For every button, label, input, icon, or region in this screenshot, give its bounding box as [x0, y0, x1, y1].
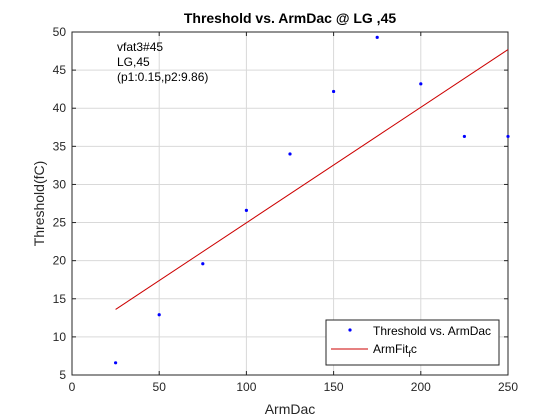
x-tick-label: 150: [324, 380, 344, 394]
plot-area: [72, 32, 508, 375]
y-tick-label: 40: [53, 101, 67, 115]
data-point: [288, 152, 292, 156]
data-point: [462, 134, 466, 139]
data-point: [506, 134, 510, 139]
annotation-line: vfat3#45: [117, 40, 163, 54]
chart-title: Threshold vs. ArmDac @ LG ,45: [184, 10, 397, 26]
annotation-box: vfat3#45 LG,45 (p1:0.15,p2:9.86): [117, 40, 208, 84]
y-tick-label: 50: [53, 25, 67, 39]
data-point: [201, 262, 205, 266]
data-point: [375, 35, 379, 39]
legend-marker-scatter: [348, 328, 352, 332]
y-axis-label: Threshold(fC): [31, 161, 47, 247]
y-tick-label: 25: [53, 216, 67, 230]
legend-label-main: ArmFit: [373, 342, 409, 356]
annotation-line: LG,45: [117, 55, 150, 69]
legend-box: [325, 319, 500, 366]
y-tick-label: 30: [53, 177, 67, 191]
legend-label-suffix: c: [411, 342, 417, 356]
y-tick-label: 45: [53, 63, 67, 77]
data-point: [332, 89, 336, 94]
x-tick-label: 200: [411, 380, 431, 394]
series: [114, 35, 510, 365]
data-point: [419, 82, 423, 86]
y-tick-label: 20: [53, 254, 67, 268]
axes-box: [71, 31, 509, 376]
y-tick-label: 15: [53, 292, 67, 306]
axes: 0 50 100 150 200 250 5 10 15 20 25 30 35 40 45 50: [53, 25, 519, 394]
y-tick-label: 5: [59, 368, 66, 382]
x-tick-label: 100: [236, 380, 256, 394]
y-tick-label: 35: [53, 139, 67, 153]
data-point: [157, 313, 161, 317]
x-tick-label: 50: [153, 380, 167, 394]
legend-label-subscript: f: [408, 349, 411, 359]
annotation-line: (p1:0.15,p2:9.86): [117, 70, 208, 84]
legend: Threshold vs. ArmDac ArmFitfc: [325, 319, 500, 366]
data-point: [114, 361, 118, 365]
y-tick-label: 10: [53, 330, 67, 344]
legend-label: ArmFitfc: [373, 342, 417, 359]
x-axis-label: ArmDac: [265, 401, 316, 417]
legend-label: Threshold vs. ArmDac: [373, 324, 491, 338]
x-tick-label: 250: [498, 380, 518, 394]
data-point: [244, 208, 248, 212]
fit-line: [115, 49, 509, 310]
x-tick-label: 0: [69, 380, 76, 394]
